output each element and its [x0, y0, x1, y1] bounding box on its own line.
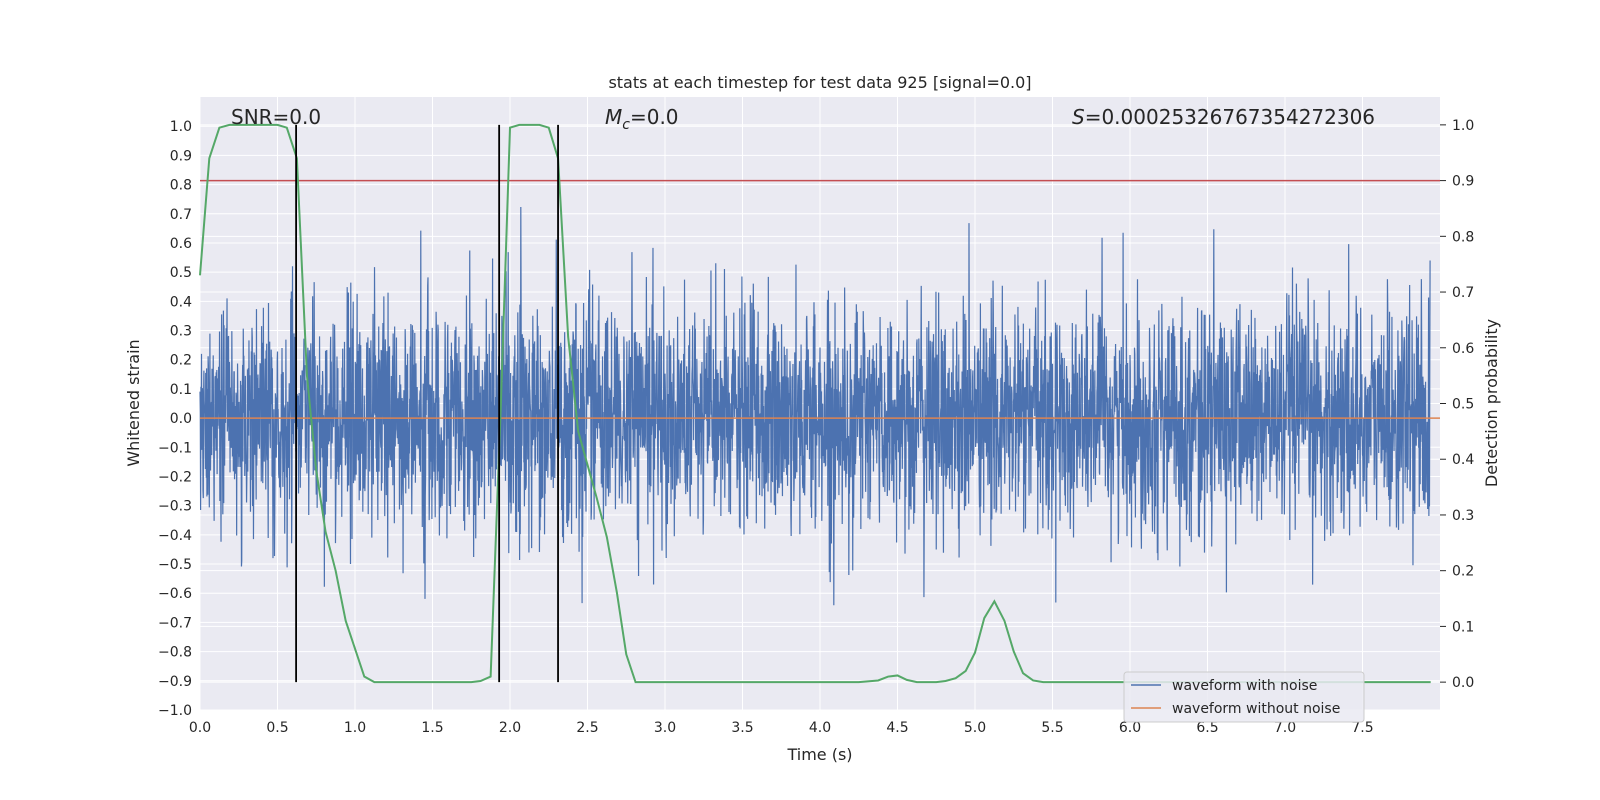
y2-tick-label: 0.5 [1452, 397, 1474, 413]
y-tick-label: 0.7 [170, 207, 192, 223]
y2-tick-label: 0.3 [1452, 508, 1474, 524]
legend-box [1123, 671, 1365, 723]
y-tick-label: 0.1 [170, 382, 192, 398]
x-tick-label: 5.0 [964, 720, 986, 736]
y2-tick-label: 0.9 [1452, 174, 1474, 190]
score-annotation: S=0.0002532676735427230​6 [1072, 105, 1375, 129]
axes: 0.0 0.5 1.0 1.5 2.0 2.5 3.0 3.5 4.0 4.5 5.0 5.5 6.0 6… [158, 118, 1474, 736]
y-tick-label: 0.9 [170, 148, 192, 164]
reference-lines [200, 179, 1440, 419]
y-tick-label: −0.3 [158, 499, 192, 515]
x-tick-label: 4.0 [809, 720, 831, 736]
x-tick-label: 1.5 [421, 720, 443, 736]
detection-probability-line [199, 123, 1431, 684]
detection-probability-series [199, 123, 1431, 684]
snr-annotation: SNR=0.0 [231, 105, 321, 129]
y-tick-label: −0.5 [158, 557, 192, 573]
y-tick-label: −0.1 [158, 440, 192, 456]
y-tick-label: −0.7 [158, 615, 192, 631]
y-tick-label: 0.3 [170, 324, 192, 340]
y2-tick-label: 0.2 [1452, 564, 1474, 580]
y-tick-label: −0.4 [158, 528, 192, 544]
x-tick-label: 5.5 [1041, 720, 1063, 736]
y-tick-label: 0.4 [170, 294, 192, 310]
score-value: =0.0002532676735427230​6 [1085, 105, 1375, 129]
chirp-mass-annotation: Mc=0.0 [605, 105, 679, 133]
noise-waveform-line [199, 206, 1431, 606]
x-tick-label: 6.0 [1119, 720, 1141, 736]
y-tick-label: 0.8 [170, 178, 192, 194]
y-tick-label: 0.5 [170, 265, 192, 281]
y2-tick-label: 0.6 [1452, 341, 1474, 357]
x-tick-label: 3.0 [654, 720, 676, 736]
y-tick-label: −0.6 [158, 586, 192, 602]
x-tick-label: 4.5 [886, 720, 908, 736]
y-axis-label: Whitened strain [124, 339, 143, 466]
chirp-mass-value: =0.0 [630, 105, 679, 129]
detection-markers [295, 124, 559, 683]
y-tick-label: −0.2 [158, 469, 192, 485]
legend-label-noise: waveform with noise [1172, 678, 1317, 694]
y-tick-label: 1.0 [170, 119, 192, 135]
legend: waveform with noise waveform without noi… [1123, 671, 1365, 723]
x-tick-label: 3.5 [731, 720, 753, 736]
chirp-mass-subscript: c [622, 117, 630, 133]
x-tick-label: 2.0 [499, 720, 521, 736]
y-tick-label: 0.2 [170, 353, 192, 369]
y-tick-label: 0.6 [170, 236, 192, 252]
y2-tick-label: 0.4 [1452, 452, 1474, 468]
noise-waveform-series [199, 206, 1431, 606]
x-tick-label: 0.5 [266, 720, 288, 736]
y2-tick-label: 0.8 [1452, 229, 1474, 245]
x-axis-label: Time (s) [786, 745, 852, 764]
x-tick-label: 6.5 [1196, 720, 1218, 736]
x-tick-label: 7.0 [1274, 720, 1296, 736]
y2-axis-label: Detection probability [1482, 319, 1501, 487]
y-tick-label: −0.8 [158, 645, 192, 661]
x-tick-label: 0.0 [189, 720, 211, 736]
chart-title: stats at each timestep for test data 925… [608, 73, 1031, 92]
x-tick-label: 1.0 [344, 720, 366, 736]
x-tick-label: 2.5 [576, 720, 598, 736]
legend-label-clean: waveform without noise [1172, 701, 1340, 717]
y-tick-label: −0.9 [158, 674, 192, 690]
y2-tick-label: 1.0 [1452, 118, 1474, 134]
chirp-mass-symbol: M [605, 105, 622, 129]
y-tick-label: 0.0 [170, 411, 192, 427]
y-tick-label: −1.0 [158, 703, 192, 719]
y2-tick-label: 0.0 [1452, 675, 1474, 691]
y2-tick-label: 0.7 [1452, 285, 1474, 301]
score-symbol: S [1072, 105, 1085, 129]
y2-tick-label: 0.1 [1452, 619, 1474, 635]
x-tick-label: 7.5 [1351, 720, 1373, 736]
